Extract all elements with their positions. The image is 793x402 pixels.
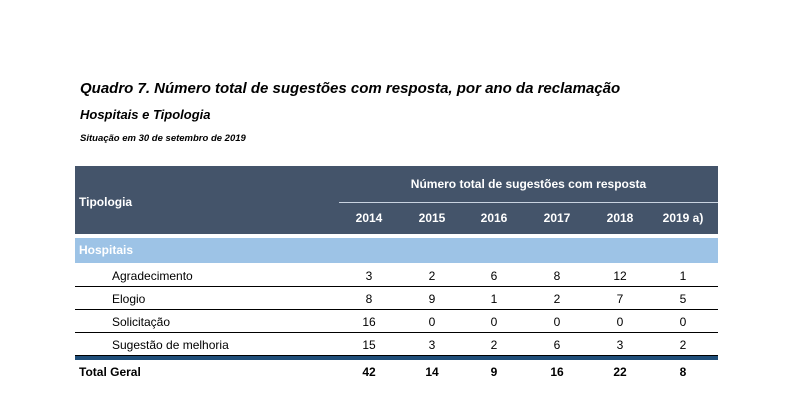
cell: 8 [365, 292, 373, 306]
cell: 1 [490, 292, 498, 306]
cell: 0 [490, 315, 498, 329]
year-header: 2019 a) [662, 211, 704, 225]
cell: 0 [428, 315, 436, 329]
table-row: Solicitação 16 0 0 0 0 0 [75, 310, 718, 333]
row-label: Agradecimento [112, 269, 193, 283]
total-cell: 22 [613, 365, 627, 379]
cell: 9 [428, 292, 436, 306]
table-row: Agradecimento 3 2 6 8 12 1 [75, 264, 718, 287]
group-header: Número total de sugestões com resposta [410, 177, 647, 191]
table-header: Tipologia Número total de sugestões com … [75, 166, 718, 234]
year-header: 2017 [543, 211, 571, 225]
cell: 2 [679, 338, 687, 352]
cell: 0 [679, 315, 687, 329]
year-header: 2016 [480, 211, 508, 225]
cell: 6 [490, 269, 498, 283]
year-header: 2014 [355, 211, 383, 225]
year-header: 2015 [418, 211, 446, 225]
row-label: Solicitação [112, 315, 171, 329]
table-title: Quadro 7. Número total de sugestões com … [80, 80, 621, 97]
cell: 12 [613, 269, 627, 283]
cell: 1 [679, 269, 687, 283]
cell: 2 [428, 269, 436, 283]
table-row: Sugestão de melhoria 15 3 2 6 3 2 [75, 333, 718, 356]
total-divider [75, 356, 718, 360]
row-label: Sugestão de melhoria [112, 338, 229, 352]
row-label: Elogio [112, 292, 146, 306]
cell: 0 [553, 315, 561, 329]
cell: 8 [553, 269, 561, 283]
table-subtitle: Hospitais e Tipologia [80, 107, 211, 122]
header-divider [339, 202, 718, 203]
total-cell: 8 [679, 365, 687, 379]
table-row: Elogio 8 9 1 2 7 5 [75, 287, 718, 310]
total-cell: 42 [362, 365, 376, 379]
cell: 16 [362, 315, 376, 329]
total-label: Total Geral [79, 365, 141, 379]
cell: 6 [553, 338, 561, 352]
cell: 3 [428, 338, 436, 352]
cell: 2 [490, 338, 498, 352]
tipologia-header: Tipologia [79, 195, 133, 209]
cell: 7 [616, 292, 624, 306]
total-cell: 9 [490, 365, 498, 379]
cell: 2 [553, 292, 561, 306]
year-header: 2018 [606, 211, 634, 225]
cell: 3 [616, 338, 624, 352]
total-cell: 14 [425, 365, 439, 379]
cell: 5 [679, 292, 687, 306]
cell: 0 [616, 315, 624, 329]
total-cell: 16 [550, 365, 564, 379]
total-row: Total Geral 42 14 9 16 22 8 [75, 360, 718, 382]
cell: 3 [365, 269, 373, 283]
section-hospitais: Hospitais [75, 238, 718, 263]
situation-date: Situação em 30 de setembro de 2019 [80, 133, 246, 144]
cell: 15 [362, 338, 376, 352]
data-table: Tipologia Número total de sugestões com … [75, 166, 718, 382]
